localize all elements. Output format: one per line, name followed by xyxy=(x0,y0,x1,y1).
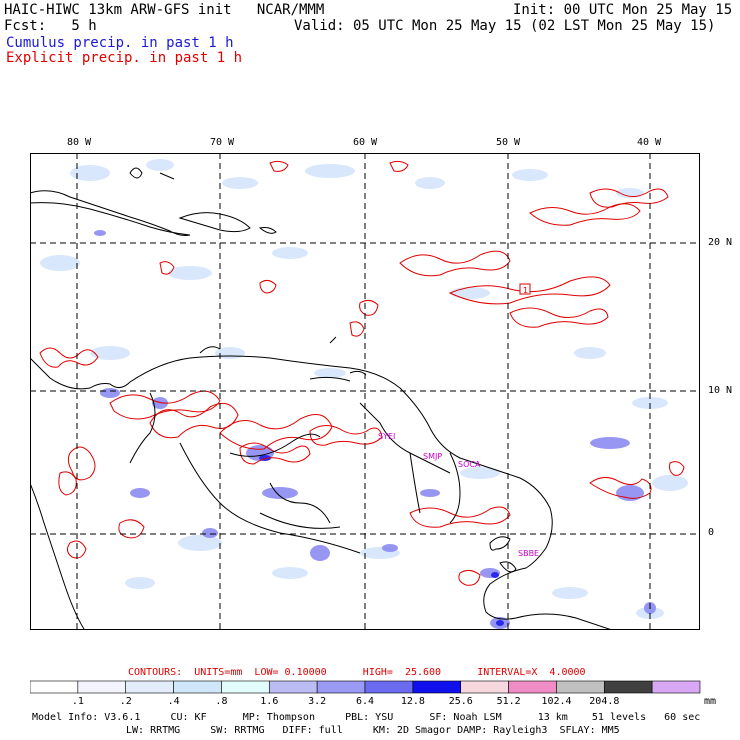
station-labels: SYEI SMJP SOCA SBBE xyxy=(378,432,539,558)
init-time: Init: 00 UTC Mon 25 May 15 xyxy=(513,2,733,18)
model-info-line1: Model Info: V3.6.1 CU: KF MP: Thompson P… xyxy=(32,712,701,723)
legend-swatch xyxy=(412,680,462,694)
legend-swatch xyxy=(460,680,509,694)
station-syei: SYEI xyxy=(378,432,395,441)
legend-tick-label: .2 xyxy=(119,696,132,707)
legend-swatch xyxy=(221,680,270,694)
cumulus-caption: Cumulus precip. in past 1 h xyxy=(6,35,234,51)
color-legend xyxy=(30,680,701,694)
explicit-precip-contours xyxy=(39,160,685,586)
legend-swatch xyxy=(77,680,127,694)
legend-tick-label: 12.8 xyxy=(400,696,425,707)
lon-label-80w: 80 W xyxy=(67,137,92,148)
legend-swatch xyxy=(316,680,366,694)
lat-label-0: 0 xyxy=(708,527,715,538)
lon-label-40w: 40 W xyxy=(637,137,662,148)
legend-swatch xyxy=(508,680,557,694)
legend-tick-label: .4 xyxy=(167,696,180,707)
station-smjp: SMJP xyxy=(423,452,442,461)
legend-tick-label: 6.4 xyxy=(356,696,375,707)
model-info-line2: LW: RRTMG SW: RRTMG DIFF: full KM: 2D Sm… xyxy=(126,725,620,736)
station-sbbe: SBBE xyxy=(518,549,539,558)
legend-swatch xyxy=(651,680,701,694)
valid-time: Valid: 05 UTC Mon 25 May 15 (02 LST Mon … xyxy=(294,18,716,34)
position-marker: 1 xyxy=(519,283,531,295)
forecast-hour: Fcst: 5 h xyxy=(4,18,97,34)
lon-label-50w: 50 W xyxy=(496,137,521,148)
lat-label-20n: 20 N xyxy=(708,237,733,248)
precip-map: SYEI SMJP SOCA SBBE 1 xyxy=(30,153,700,630)
legend-swatch xyxy=(268,680,318,694)
legend-tick-label: 51.2 xyxy=(496,696,521,707)
contours-info: CONTOURS: UNITS=mm LOW= 0.10000 HIGH= 25… xyxy=(128,667,586,678)
legend-tick-label: .1 xyxy=(71,696,84,707)
legend-tick-label: 204.8 xyxy=(589,696,620,707)
lon-label-60w: 60 W xyxy=(353,137,378,148)
legend-tick-label: .8 xyxy=(215,696,228,707)
legend-swatch xyxy=(30,680,79,694)
explicit-caption: Explicit precip. in past 1 h xyxy=(6,50,243,66)
legend-swatch xyxy=(603,680,653,694)
legend-swatch xyxy=(125,680,174,694)
legend-unit: mm xyxy=(704,696,717,707)
legend-swatch xyxy=(364,680,414,694)
lon-label-70w: 70 W xyxy=(210,137,235,148)
title-line: HAIC-HIWC 13km ARW-GFS init NCAR/MMM xyxy=(4,2,325,18)
marker-label: 1 xyxy=(523,286,528,295)
legend-swatch xyxy=(556,680,605,694)
legend-tick-label: 1.6 xyxy=(260,696,279,707)
legend-tick-label: 25.6 xyxy=(448,696,473,707)
lat-lon-grid xyxy=(30,153,700,630)
station-soca: SOCA xyxy=(458,460,481,469)
cumulus-precip-heavy xyxy=(259,455,504,626)
legend-tick-label: 102.4 xyxy=(541,696,572,707)
legend-swatch xyxy=(173,680,222,694)
coastlines xyxy=(30,167,614,630)
legend-tick-label: 3.2 xyxy=(308,696,327,707)
lat-label-10n: 10 N xyxy=(708,385,733,396)
